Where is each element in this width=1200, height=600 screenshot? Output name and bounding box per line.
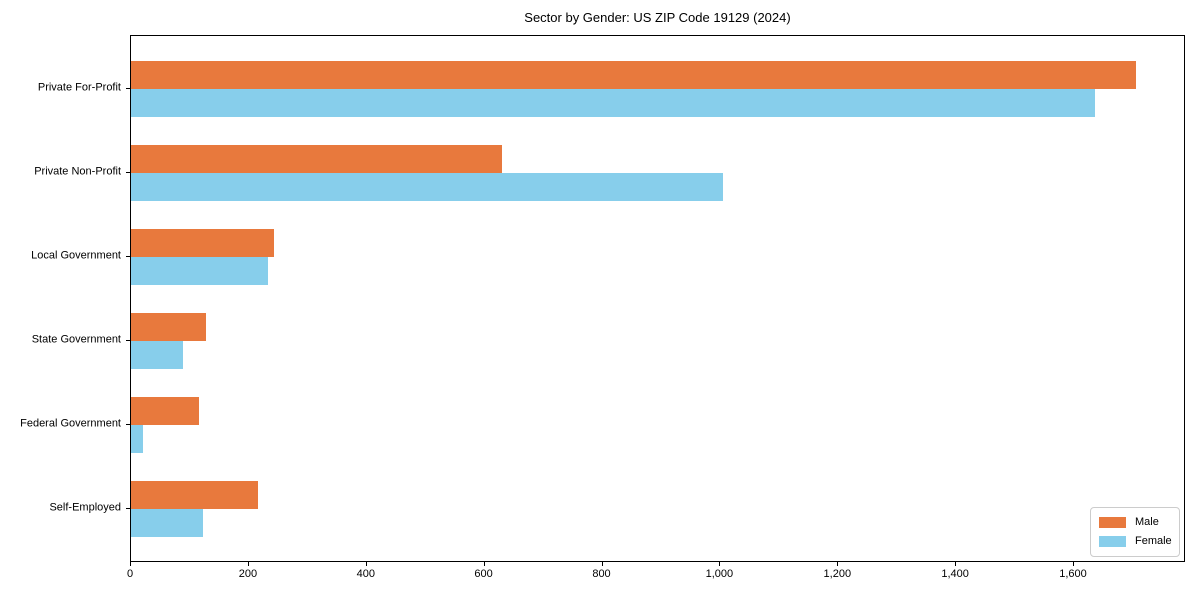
bar-female-local-government (131, 257, 269, 285)
bar-female-private-for-profit (131, 89, 1095, 117)
y-tick-label-private-non-profit: Private Non-Profit (34, 165, 121, 178)
chart-title: Sector by Gender: US ZIP Code 19129 (202… (524, 10, 791, 25)
x-tick-mark-1-200 (837, 562, 839, 566)
y-tick-label-local-government: Local Government (31, 249, 121, 262)
bar-female-state-government (131, 341, 183, 369)
x-tick-label-400: 400 (356, 568, 375, 580)
y-tick-label-federal-government: Federal Government (20, 417, 121, 430)
y-tick-mark-local-government (126, 256, 130, 257)
x-tick-mark-1-400 (955, 562, 957, 566)
bar-female-federal-government (131, 425, 144, 453)
x-tick-label-1-400: 1,400 (941, 568, 969, 580)
y-tick-mark-private-non-profit (126, 172, 130, 173)
bar-male-private-non-profit (131, 145, 503, 173)
y-tick-label-private-for-profit: Private For-Profit (37, 81, 121, 94)
legend-item-male: Male (1099, 514, 1171, 531)
x-tick-mark-800 (601, 562, 603, 566)
bar-male-state-government (131, 313, 206, 341)
plot-area (130, 35, 1185, 562)
x-tick-label-800: 800 (592, 568, 611, 580)
legend: Male Female (1090, 507, 1180, 557)
x-tick-label-1-600: 1,600 (1059, 568, 1087, 580)
legend-swatch-male (1099, 517, 1126, 528)
legend-label-male: Male (1135, 516, 1159, 528)
bar-female-private-non-profit (131, 173, 724, 201)
x-tick-mark-1-000 (719, 562, 721, 566)
x-tick-mark-200 (247, 562, 249, 566)
legend-label-female: Female (1135, 535, 1172, 547)
x-tick-mark-600 (483, 562, 485, 566)
y-tick-mark-state-government (126, 340, 130, 341)
x-tick-label-200: 200 (238, 568, 258, 580)
bar-male-private-for-profit (131, 61, 1136, 89)
x-tick-label-600: 600 (474, 568, 493, 580)
legend-item-female: Female (1099, 533, 1172, 550)
y-tick-mark-self-employed (126, 508, 130, 509)
y-tick-label-self-employed: Self-Employed (49, 501, 121, 514)
x-tick-mark-1-600 (1073, 562, 1074, 566)
y-tick-mark-federal-government (126, 424, 130, 425)
x-tick-label-1-000: 1,000 (705, 568, 734, 580)
y-tick-mark-private-for-profit (126, 88, 130, 89)
bar-male-federal-government (131, 397, 199, 425)
x-tick-mark-0 (130, 562, 131, 566)
bar-male-local-government (131, 229, 275, 257)
y-tick-label-state-government: State Government (31, 333, 121, 346)
x-tick-mark-400 (365, 562, 367, 566)
x-tick-label-1-200: 1,200 (823, 568, 852, 580)
x-tick-label-0: 0 (126, 568, 134, 580)
legend-swatch-female (1099, 536, 1126, 547)
bar-male-self-employed (131, 481, 258, 509)
bar-female-self-employed (131, 509, 203, 537)
